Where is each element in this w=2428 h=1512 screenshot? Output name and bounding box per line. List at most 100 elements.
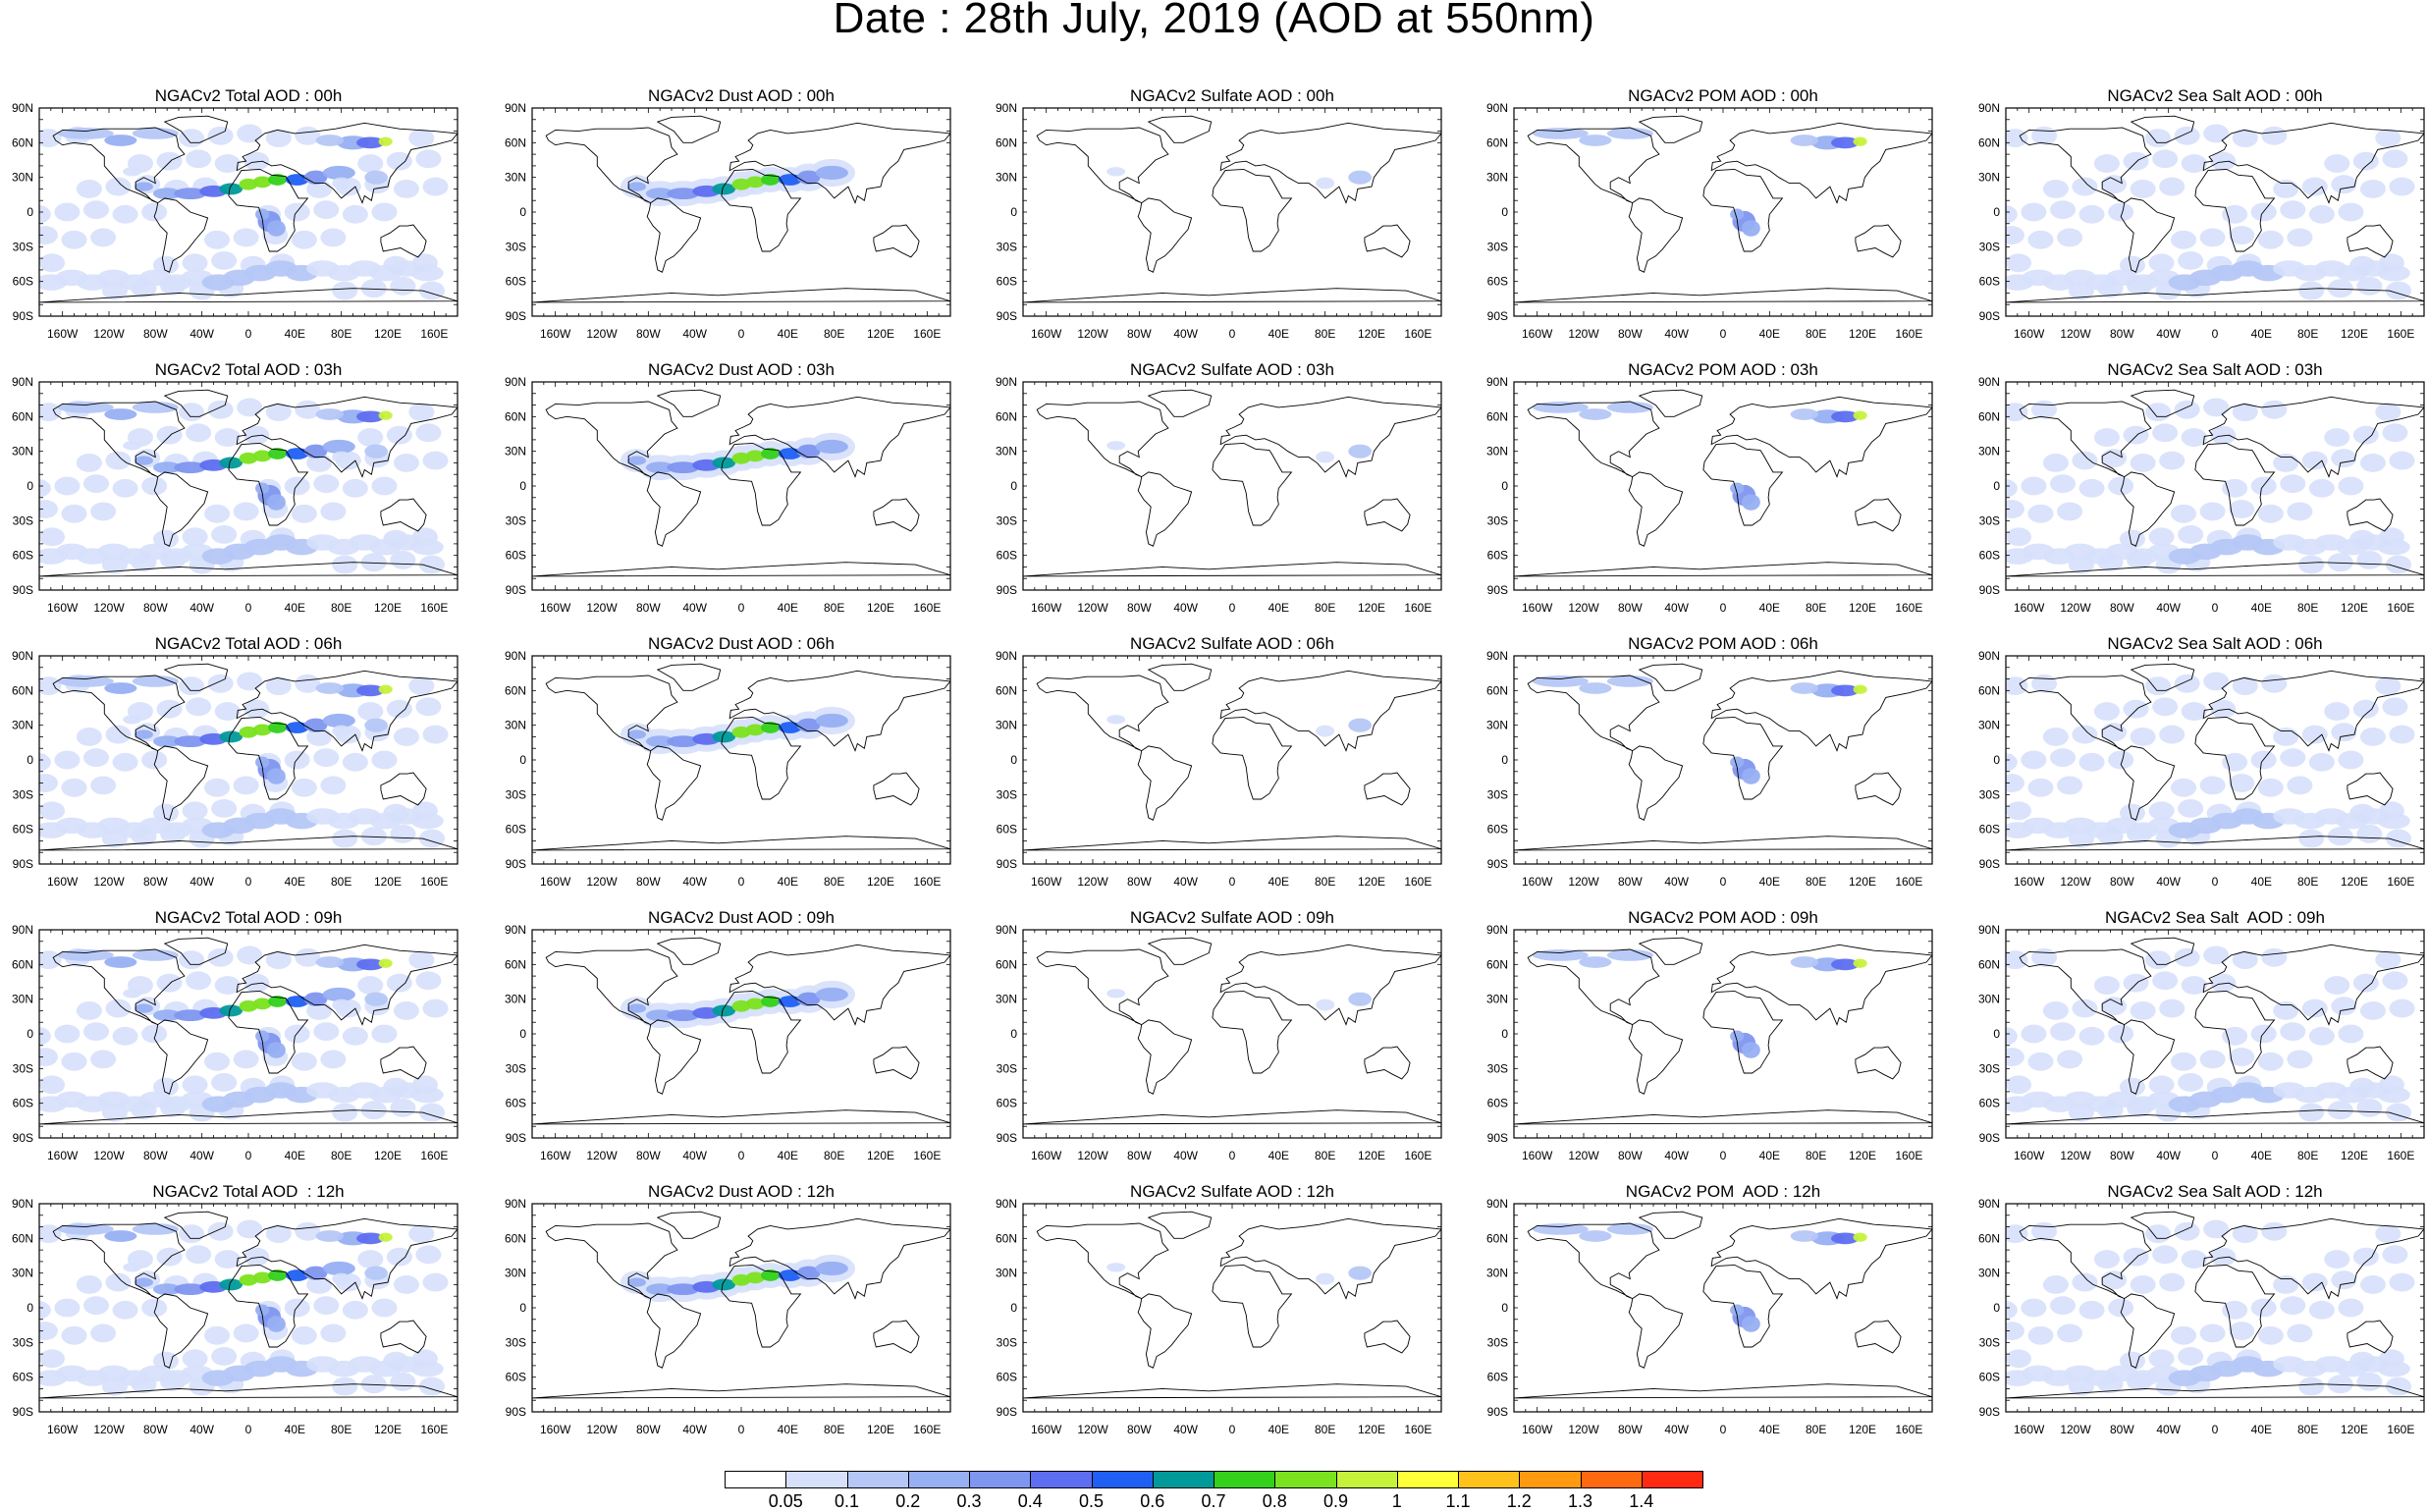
aerosol-patch xyxy=(243,425,270,445)
coastline xyxy=(2194,990,2276,1074)
coastline xyxy=(721,168,802,252)
aerosol-patch xyxy=(132,949,179,961)
aerosol-patch xyxy=(313,1022,340,1042)
lon-tick-label: 0 xyxy=(738,327,745,341)
lat-tick-label: 30N xyxy=(12,171,33,185)
aerosol-patch xyxy=(2021,1024,2047,1044)
aerosol-patch xyxy=(2130,1001,2156,1020)
colorbar-label: 1.1 xyxy=(1445,1491,1471,1511)
aerosol-patch xyxy=(761,174,781,186)
coastline xyxy=(52,127,186,204)
aerosol-patch xyxy=(2324,976,2350,995)
coastline xyxy=(728,122,950,204)
coastline xyxy=(2202,944,2424,1026)
aerosol-patch xyxy=(410,264,444,282)
coastline xyxy=(1219,670,1441,752)
aerosol-patch xyxy=(2352,151,2379,171)
lat-tick-label: 90S xyxy=(13,583,33,597)
aerosol-patch xyxy=(2123,973,2149,993)
aerosol-patch xyxy=(2119,1351,2145,1371)
lon-tick-label: 0 xyxy=(245,1149,252,1162)
aerosol-patch xyxy=(156,1247,183,1267)
aerosol-patch xyxy=(2331,997,2357,1016)
aerosol-patch xyxy=(237,398,263,417)
coastline xyxy=(52,1222,186,1300)
coastline xyxy=(2130,663,2195,691)
panel-title: NGACv2 Total AOD : 03h xyxy=(154,360,343,379)
aerosol-patch xyxy=(815,439,848,455)
aerosol-patch xyxy=(342,1300,368,1320)
aerosol-patch xyxy=(306,1275,333,1294)
aerosol-patch xyxy=(1532,128,1589,139)
aerosol-patch xyxy=(332,999,351,1011)
aerosol-patch xyxy=(2210,151,2237,171)
lon-tick-label: 0 xyxy=(1720,875,1727,889)
aerosol-patch xyxy=(1579,682,1612,694)
aerosol-patch xyxy=(2049,748,2076,768)
aerosol-patch xyxy=(2301,1272,2328,1292)
aerosol-patch xyxy=(2331,1270,2357,1290)
lon-tick-label: 80W xyxy=(1127,1149,1152,1162)
lon-tick-label: 80E xyxy=(2297,327,2318,341)
lon-tick-label: 40E xyxy=(778,327,798,341)
aerosol-patch xyxy=(2181,428,2207,447)
lat-tick-label: 30N xyxy=(1486,1267,1508,1280)
colorbar-swatch xyxy=(1580,1471,1643,1488)
aerosol-patch xyxy=(415,1245,442,1265)
lon-tick-label: 160W xyxy=(1031,327,1062,341)
lon-tick-label: 160E xyxy=(913,601,941,615)
aerosol-patch xyxy=(61,1052,87,1071)
lat-tick-label: 90N xyxy=(505,375,526,389)
lat-tick-label: 90S xyxy=(1979,583,2000,597)
aerosol-patch xyxy=(2298,281,2325,300)
aerosol-patch xyxy=(2130,180,2156,198)
lat-tick-label: 0 xyxy=(519,479,526,493)
aerosol-patch xyxy=(112,204,138,224)
aerosol-patch xyxy=(667,735,700,748)
aerosol-patch xyxy=(2027,230,2054,249)
lat-tick-label: 60S xyxy=(1487,1371,1508,1384)
colorbar-swatch xyxy=(1274,1471,1337,1488)
aerosol-patch xyxy=(2042,180,2069,198)
coastline xyxy=(153,197,209,273)
lon-tick-label: 40W xyxy=(2156,327,2181,341)
aerosol-patch xyxy=(2148,801,2175,821)
aerosol-patch xyxy=(2203,398,2230,417)
aerosol-patch xyxy=(415,149,442,169)
aerosol-patch xyxy=(1790,135,1819,146)
aerosol-patch xyxy=(378,958,393,968)
lat-tick-label: 0 xyxy=(1010,479,1017,493)
coastline xyxy=(153,471,209,547)
lat-tick-label: 30S xyxy=(997,513,1017,527)
aerosol-patch xyxy=(415,697,442,717)
aerosol-patch xyxy=(422,451,449,470)
aerosol-patch xyxy=(2145,1224,2172,1244)
lat-tick-label: 30N xyxy=(1978,1267,2000,1280)
aerosol-patch xyxy=(266,1042,286,1058)
aerosol-patch xyxy=(2382,697,2408,717)
lat-tick-label: 30N xyxy=(1978,445,2000,459)
aerosol-patch xyxy=(2359,728,2386,746)
coastline xyxy=(2194,716,2276,800)
aerosol-patch xyxy=(627,1003,646,1013)
aerosol-patch xyxy=(2280,1022,2306,1042)
aerosol-patch xyxy=(2145,950,2172,970)
aerosol-patch xyxy=(1106,715,1126,725)
coastline xyxy=(1137,745,1193,821)
coastline xyxy=(1219,122,1441,204)
coastline xyxy=(236,1217,458,1300)
lat-tick-label: 90S xyxy=(13,1405,33,1419)
lon-tick-label: 120W xyxy=(2060,875,2091,889)
map-frame xyxy=(531,1203,951,1413)
map-panel-seasalt: NGACv2 Sea Salt AOD : 00h 90N 60N 30N 0 30S 60… xyxy=(1967,86,2428,351)
aerosol-patch xyxy=(2375,403,2401,422)
aerosol-field xyxy=(39,937,458,1125)
aerosol-patch xyxy=(2072,451,2098,470)
aerosol-patch xyxy=(313,1296,340,1316)
lon-tick-label: 120W xyxy=(586,1423,618,1436)
aerosol-patch xyxy=(667,1283,700,1296)
aerosol-patch xyxy=(1316,725,1335,737)
coastline xyxy=(2194,1264,2276,1348)
aerosol-patch xyxy=(1853,958,1867,968)
panel-title: NGACv2 Sea Salt AOD : 00h xyxy=(2107,86,2323,105)
